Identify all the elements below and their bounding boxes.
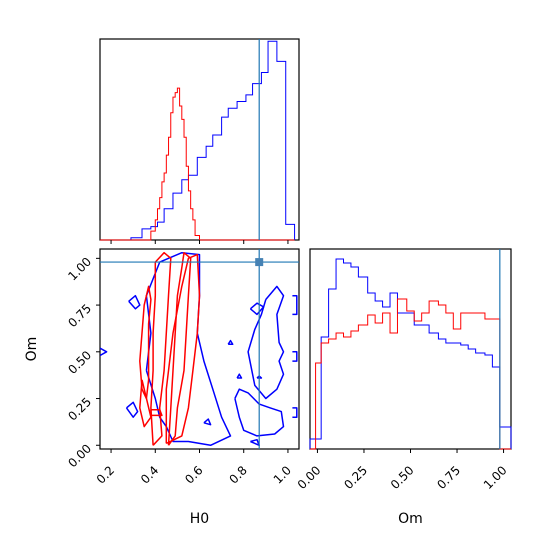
contour-series-1-4	[100, 347, 108, 357]
contour-series-2-2	[167, 251, 192, 446]
om-y-tick-label-2: 0.25	[65, 395, 94, 424]
histogram-series-2	[100, 87, 295, 241]
om-tick-label-2: 0.25	[341, 463, 370, 492]
contour-area	[100, 251, 298, 447]
contour-series-2-3	[165, 253, 201, 445]
histogram-series-2	[310, 298, 511, 450]
h0-tick-label-4: 0.8	[226, 463, 249, 486]
om-axis-label: Om	[24, 337, 40, 362]
contour-series-1-11	[292, 407, 298, 418]
contour-series-2-4	[139, 285, 152, 400]
contour-series-1-12	[236, 373, 243, 379]
om-x-axis-label: Om	[398, 511, 423, 527]
om-y-tick-label-4: 0.75	[65, 301, 94, 330]
h0-tick-label-1: 0.2	[94, 463, 117, 486]
om-tick-label-3: 0.50	[388, 463, 417, 492]
h0-om-contour-panel: 0.2 0.4 0.6 0.8 1.0 0.00 0.25 0.50 0.75 1.00 H0 Om	[24, 248, 300, 527]
contour-series-1-8	[203, 418, 212, 426]
h0-tick-label-3: 0.6	[182, 463, 205, 486]
contour-series-1-5	[247, 285, 285, 400]
om-tick-label-4: 0.75	[434, 463, 463, 492]
om-panel-frame	[309, 248, 512, 450]
h0-tick-label-2: 0.4	[138, 463, 161, 486]
om-y-tick-label-5: 1.00	[65, 255, 94, 284]
contour-series-1-3	[125, 401, 139, 418]
contour-series-1-7	[249, 302, 265, 316]
contour-series-1-6	[234, 388, 285, 437]
joint-truth-marker	[255, 258, 264, 267]
contour-series-2-1	[150, 251, 172, 446]
contour-series-1-10	[292, 351, 298, 362]
contour-series-1-2	[128, 294, 141, 310]
om-y-tick-label-1: 0.00	[65, 441, 94, 470]
contour-series-1-13	[227, 339, 234, 346]
om-marginal-panel: 0.00 0.25 0.50 0.75 1.00 Om	[295, 248, 512, 527]
contour-series-2-6	[139, 379, 152, 428]
h0-panel-frame	[99, 38, 300, 241]
contour-series-2-5	[150, 408, 163, 417]
histogram-series-1	[309, 258, 512, 449]
contour-series-1-1	[145, 251, 232, 447]
contour-series-1-15	[250, 438, 260, 447]
om-y-tick-label-3: 0.50	[65, 348, 94, 377]
h0-marginal-panel	[99, 38, 300, 244]
h0-axis-label: H0	[190, 511, 209, 527]
contour-series-1-9	[292, 294, 298, 316]
om-tick-label-1: 0.00	[295, 463, 324, 492]
om-tick-label-5: 1.00	[481, 463, 510, 492]
histogram-series-1	[100, 40, 296, 241]
h0-tick-label-5: 1.0	[271, 463, 294, 486]
